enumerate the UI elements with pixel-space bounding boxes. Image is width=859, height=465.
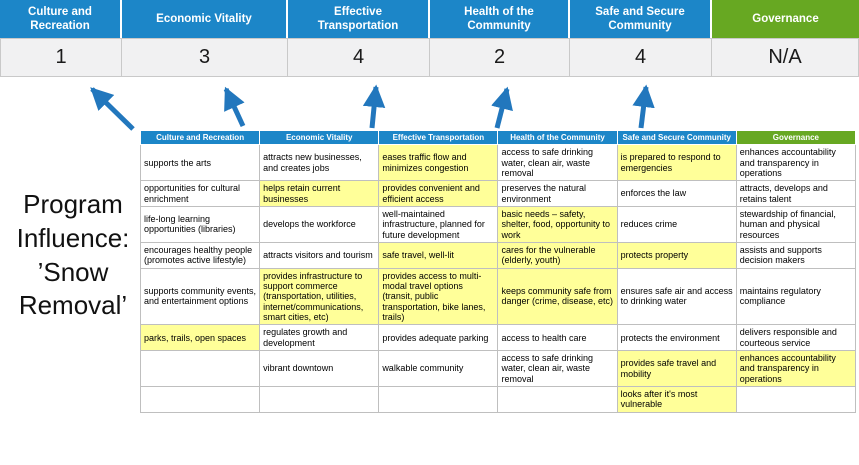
matrix-cell-r1-c4: access to safe drinking water, clean air… xyxy=(497,144,618,182)
matrix-cell-r4-c3: safe travel, well-lit xyxy=(378,241,499,269)
matrix-cell-r5-c6: maintains regulatory compliance xyxy=(735,267,857,326)
up-arrow-icon xyxy=(90,87,135,131)
pillar-header-culture-and-recreation: Culture and Recreation xyxy=(0,0,122,38)
matrix-cell-r3-c5: reduces crime xyxy=(616,205,737,243)
pillar-header-effective-transportation: Effective Transportation xyxy=(288,0,430,38)
pillar-score-economic-vitality: 3 xyxy=(122,38,288,77)
pillar-header-safe-and-secure-community: Safe and Secure Community xyxy=(570,0,712,38)
matrix-cell-r6-c2: regulates growth and development xyxy=(259,324,380,352)
pillar-score-culture-and-recreation: 1 xyxy=(0,38,122,77)
matrix-cell-r6-c5: protects the environment xyxy=(616,324,737,352)
matrix-cell-r8-c6 xyxy=(735,386,857,413)
matrix-header-governance: Governance xyxy=(735,129,857,146)
up-arrow-icon xyxy=(223,86,246,128)
pillar-header-economic-vitality: Economic Vitality xyxy=(122,0,288,38)
matrix-cell-r5-c1: supports community events, and entertain… xyxy=(139,267,261,326)
matrix-cell-r1-c6: enhances accountability and transparency… xyxy=(735,144,857,182)
matrix-body: supports the arts attracts new businesses… xyxy=(139,144,857,413)
matrix-cell-r4-c4: cares for the vulnerable (elderly, youth… xyxy=(497,241,618,269)
matrix-cell-r1-c5: is prepared to respond to emergencies xyxy=(616,144,737,182)
pillar-score-health-of-the-community: 2 xyxy=(430,38,570,77)
matrix-header-culture-and-recreation: Culture and Recreation xyxy=(139,129,261,146)
matrix-cell-r6-c6: delivers responsible and courteous servi… xyxy=(735,324,857,352)
matrix-row-7: vibrant downtown walkable community access… xyxy=(139,350,857,388)
matrix-cell-r4-c2: attracts visitors and tourism xyxy=(259,241,380,269)
matrix-cell-r2-c3: provides convenient and efficient access xyxy=(378,180,499,207)
matrix-row-4: encourages healthy people (promotes acti… xyxy=(139,241,857,269)
matrix-cell-r5-c4: keeps community safe from danger (crime,… xyxy=(497,267,618,326)
matrix-header-economic-vitality: Economic Vitality xyxy=(259,129,380,146)
matrix-cell-r3-c1: life-long learning opportunities (librar… xyxy=(139,205,261,243)
matrix-cell-r2-c1: opportunities for cultural enrichment xyxy=(139,180,261,207)
matrix-cell-r3-c3: well-maintained infrastructure, planned … xyxy=(378,205,499,243)
matrix-cell-r8-c1 xyxy=(139,386,261,413)
matrix-cell-r2-c2: helps retain current businesses xyxy=(259,180,380,207)
matrix-cell-r5-c2: provides infrastructure to support comme… xyxy=(259,267,380,326)
pillar-score-governance: N/A xyxy=(712,38,859,77)
matrix-cell-r6-c3: provides adequate parking xyxy=(378,324,499,352)
matrix-cell-r7-c6: enhances accountability and transparency… xyxy=(735,350,857,388)
matrix-cell-r4-c5: protects property xyxy=(616,241,737,269)
matrix-cell-r7-c2: vibrant downtown xyxy=(259,350,380,388)
matrix-header-health-of-the-community: Health of the Community xyxy=(497,129,618,146)
influence-arrows xyxy=(90,84,655,131)
matrix-cell-r6-c1: parks, trails, open spaces xyxy=(139,324,261,352)
pillar-score-safe-and-secure-community: 4 xyxy=(570,38,712,77)
matrix-cell-r8-c5: looks after it's most vulnerable xyxy=(616,386,737,413)
matrix-cell-r5-c5: ensures safe air and access to drinking … xyxy=(616,267,737,326)
matrix-row-2: opportunities for cultural enrichment hel… xyxy=(139,180,857,207)
up-arrow-icon xyxy=(632,84,655,129)
pillar-header-governance: Governance xyxy=(712,0,859,38)
matrix-cell-r4-c1: encourages healthy people (promotes acti… xyxy=(139,241,261,269)
matrix-cell-r2-c4: preserves the natural environment xyxy=(497,180,618,207)
matrix-cell-r2-c5: enforces the law xyxy=(616,180,737,207)
matrix-cell-r4-c6: assists and supports decision makers xyxy=(735,241,857,269)
matrix-cell-r3-c6: stewardship of financial, human and phys… xyxy=(735,205,857,243)
matrix-cell-r7-c1 xyxy=(139,350,261,388)
matrix-cell-r8-c3 xyxy=(378,386,499,413)
matrix-header-safe-and-secure-community: Safe and Secure Community xyxy=(616,129,737,146)
matrix-cell-r6-c4: access to health care xyxy=(497,324,618,352)
matrix-cell-r7-c4: access to safe drinking water, clean air… xyxy=(497,350,618,388)
matrix-cell-r7-c3: walkable community xyxy=(378,350,499,388)
pillar-score-effective-transportation: 4 xyxy=(288,38,430,77)
matrix-cell-r8-c4 xyxy=(497,386,618,413)
pillar-header-health-of-the-community: Health of the Community xyxy=(430,0,570,38)
matrix-row-6: parks, trails, open spaces regulates grow… xyxy=(139,324,857,352)
matrix-row-8: looks after it's most vulnerable xyxy=(139,386,857,413)
matrix-cell-r3-c2: develops the workforce xyxy=(259,205,380,243)
matrix-row-5: supports community events, and entertain… xyxy=(139,267,857,326)
matrix-header-effective-transportation: Effective Transportation xyxy=(378,129,499,146)
matrix-row-1: supports the arts attracts new businesses… xyxy=(139,144,857,182)
matrix-header-row: Culture and Recreation Economic Vitality E… xyxy=(139,129,857,146)
matrix-cell-r2-c6: attracts, develops and retains talent xyxy=(735,180,857,207)
matrix-cell-r1-c2: attracts new businesses, and creates job… xyxy=(259,144,380,182)
matrix-cell-r3-c4: basic needs – safety, shelter, food, opp… xyxy=(497,205,618,243)
up-arrow-icon xyxy=(491,86,513,129)
influence-matrix-table: Culture and Recreation Economic Vitality E… xyxy=(139,129,857,413)
pillar-header-row: Culture and Recreation Economic Vitality E… xyxy=(0,0,859,38)
matrix-cell-r1-c3: eases traffic flow and minimizes congest… xyxy=(378,144,499,182)
up-arrow-icon xyxy=(362,84,386,129)
program-influence-title: Program Influence: ’Snow Removal’ xyxy=(16,189,130,321)
matrix-cell-r1-c1: supports the arts xyxy=(139,144,261,182)
matrix-row-3: life-long learning opportunities (librar… xyxy=(139,205,857,243)
matrix-cell-r7-c5: provides safe travel and mobility xyxy=(616,350,737,388)
matrix-cell-r5-c3: provides access to multi-modal travel op… xyxy=(378,267,499,326)
pillar-score-row: 1 3 4 2 4 N/A xyxy=(0,38,859,77)
matrix-cell-r8-c2 xyxy=(259,386,380,413)
